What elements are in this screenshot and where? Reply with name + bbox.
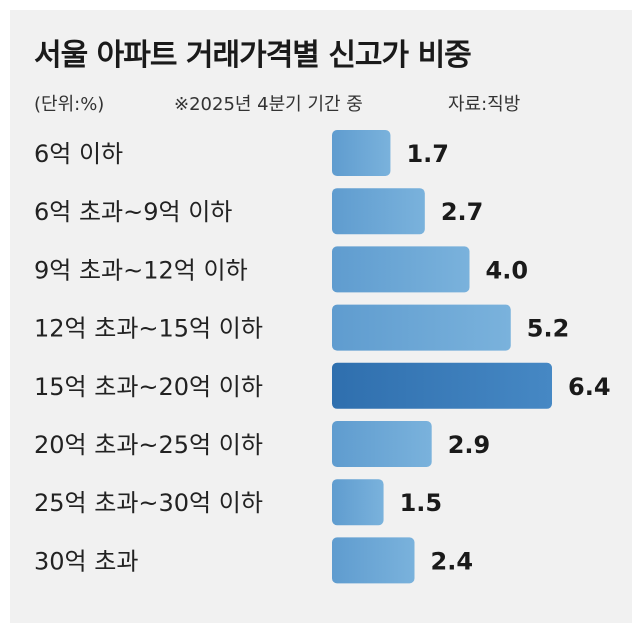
- category-label: 25억 초과~30억 이하: [34, 489, 263, 517]
- bar: [332, 421, 432, 467]
- value-label: 2.4: [431, 547, 474, 575]
- category-label: 20억 초과~25억 이하: [34, 431, 263, 459]
- unit-note: (단위:%): [34, 94, 105, 115]
- chart-panel: [10, 10, 632, 623]
- bar: [332, 304, 511, 351]
- value-label: 1.7: [406, 140, 449, 168]
- value-label: 5.2: [527, 315, 570, 343]
- bar: [332, 479, 384, 526]
- bar: [332, 537, 415, 584]
- bar-highlight: [332, 362, 552, 409]
- category-label: 6억 이하: [34, 140, 123, 168]
- category-label: 15억 초과~20억 이하: [34, 373, 263, 401]
- category-label: 12억 초과~15억 이하: [34, 315, 263, 343]
- period-note: ※2025년 4분기 기간 중: [174, 94, 363, 115]
- bar: [332, 188, 425, 235]
- value-label: 1.5: [400, 489, 443, 517]
- bar: [332, 130, 391, 176]
- category-label: 6억 초과~9억 이하: [34, 198, 232, 226]
- source-note: 자료:직방: [448, 94, 521, 115]
- bar: [332, 246, 470, 293]
- value-label: 2.7: [441, 198, 484, 226]
- category-label: 9억 초과~12억 이하: [34, 256, 248, 284]
- category-label: 30억 초과: [34, 547, 138, 575]
- value-label: 2.9: [448, 431, 491, 459]
- value-label: 4.0: [486, 256, 529, 284]
- chart-title: 서울 아파트 거래가격별 신고가 비중: [34, 38, 472, 73]
- value-label: 6.4: [568, 373, 611, 401]
